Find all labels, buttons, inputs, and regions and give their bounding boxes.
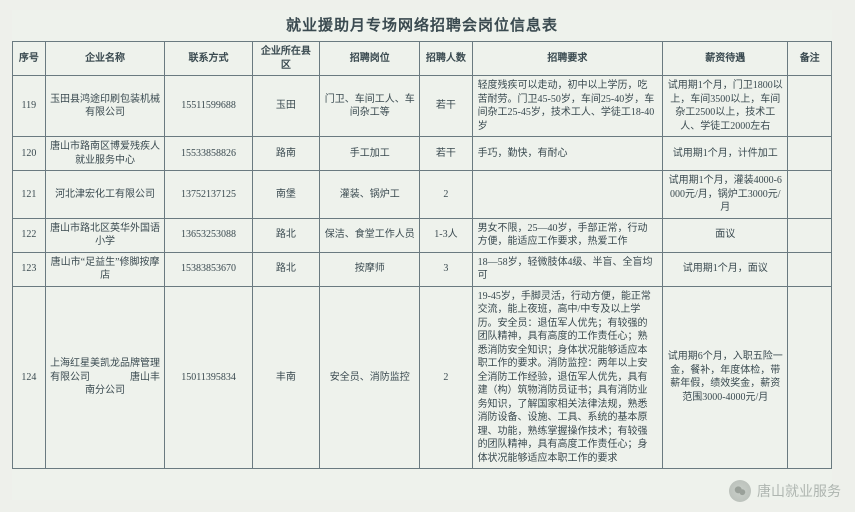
cell-req: 男女不限，25—40岁，手部正常，行动方便，能适应工作要求，热爱工作 — [472, 218, 663, 252]
cell-seq: 123 — [13, 252, 46, 286]
table-row: 124上海红星美凯龙品牌管理有限公司 唐山丰南分公司15011395834丰南安… — [13, 286, 832, 469]
col-area: 企业所在县区 — [252, 42, 320, 76]
cell-pos: 灌装、锅炉工 — [320, 171, 420, 219]
cell-note — [788, 171, 832, 219]
cell-tel: 15011395834 — [165, 286, 252, 469]
cell-name: 唐山市“足益生”修脚按摩店 — [45, 252, 165, 286]
job-table: 序号 企业名称 联系方式 企业所在县区 招聘岗位 招聘人数 招聘要求 薪资待遇 … — [12, 41, 832, 469]
cell-area: 南堡 — [252, 171, 320, 219]
cell-name: 玉田县鸿途印刷包装机械有限公司 — [45, 76, 165, 137]
cell-tel: 15511599688 — [165, 76, 252, 137]
col-name: 企业名称 — [45, 42, 165, 76]
cell-tel: 15533858826 — [165, 137, 252, 171]
table-row: 120唐山市路南区博爱残疾人就业服务中心15533858826路南手工加工若干手… — [13, 137, 832, 171]
cell-name: 上海红星美凯龙品牌管理有限公司 唐山丰南分公司 — [45, 286, 165, 469]
cell-name: 唐山市路北区英华外国语小学 — [45, 218, 165, 252]
cell-area: 路南 — [252, 137, 320, 171]
cell-cnt: 若干 — [420, 76, 472, 137]
watermark-text: 唐山就业服务 — [757, 481, 841, 501]
table-row: 119玉田县鸿途印刷包装机械有限公司15511599688玉田门卫、车间工人、车… — [13, 76, 832, 137]
cell-req — [472, 171, 663, 219]
cell-seq: 120 — [13, 137, 46, 171]
cell-seq: 122 — [13, 218, 46, 252]
table-row: 122唐山市路北区英华外国语小学13653253088路北保洁、食堂工作人员1-… — [13, 218, 832, 252]
cell-pos: 手工加工 — [320, 137, 420, 171]
cell-seq: 121 — [13, 171, 46, 219]
col-tel: 联系方式 — [165, 42, 252, 76]
cell-req: 18—58岁，轻微肢体4级、半盲、全盲均可 — [472, 252, 663, 286]
cell-pos: 保洁、食堂工作人员 — [320, 218, 420, 252]
cell-note — [788, 252, 832, 286]
cell-name: 河北津宏化工有限公司 — [45, 171, 165, 219]
col-sal: 薪资待遇 — [663, 42, 788, 76]
cell-req: 19-45岁，手脚灵活，行动方便，能正常交流，能上夜班，高中/中专及以上学历。安… — [472, 286, 663, 469]
col-pos: 招聘岗位 — [320, 42, 420, 76]
header-row: 序号 企业名称 联系方式 企业所在县区 招聘岗位 招聘人数 招聘要求 薪资待遇 … — [13, 42, 832, 76]
cell-pos: 门卫、车间工人、车间杂工等 — [320, 76, 420, 137]
cell-cnt: 2 — [420, 286, 472, 469]
cell-sal: 面议 — [663, 218, 788, 252]
col-note: 备注 — [788, 42, 832, 76]
cell-note — [788, 76, 832, 137]
cell-cnt: 2 — [420, 171, 472, 219]
watermark: 唐山就业服务 — [729, 480, 841, 502]
cell-pos: 按摩师 — [320, 252, 420, 286]
cell-area: 玉田 — [252, 76, 320, 137]
col-cnt: 招聘人数 — [420, 42, 472, 76]
wechat-icon — [729, 480, 751, 502]
cell-tel: 13653253088 — [165, 218, 252, 252]
table-row: 121河北津宏化工有限公司13752137125南堡灌装、锅炉工2 试用期1个月，… — [13, 171, 832, 219]
cell-area: 路北 — [252, 218, 320, 252]
cell-area: 路北 — [252, 252, 320, 286]
table-title: 就业援助月专场网络招聘会岗位信息表 — [12, 10, 832, 41]
cell-sal: 试用期6个月，入职五险一金，餐补，年度体检，带薪年假，绩效奖金，薪资范围3000… — [663, 286, 788, 469]
col-seq: 序号 — [13, 42, 46, 76]
cell-sal: 试用期1个月，计件加工 — [663, 137, 788, 171]
cell-sal: 试用期1个月，门卫1800以上，车间3500以上，车间杂工2500以上，技术工人… — [663, 76, 788, 137]
cell-sal: 试用期1个月，面议 — [663, 252, 788, 286]
cell-area: 丰南 — [252, 286, 320, 469]
cell-cnt: 3 — [420, 252, 472, 286]
cell-seq: 124 — [13, 286, 46, 469]
cell-pos: 安全员、消防监控 — [320, 286, 420, 469]
cell-seq: 119 — [13, 76, 46, 137]
cell-note — [788, 286, 832, 469]
table-row: 123唐山市“足益生”修脚按摩店15383853670路北按摩师318—58岁，… — [13, 252, 832, 286]
cell-cnt: 若干 — [420, 137, 472, 171]
job-table-sheet: 就业援助月专场网络招聘会岗位信息表 序号 企业名称 联系方式 企业所在县区 招聘… — [12, 10, 832, 500]
cell-note — [788, 218, 832, 252]
cell-tel: 13752137125 — [165, 171, 252, 219]
cell-name: 唐山市路南区博爱残疾人就业服务中心 — [45, 137, 165, 171]
col-req: 招聘要求 — [472, 42, 663, 76]
cell-req: 手巧，勤快，有耐心 — [472, 137, 663, 171]
cell-cnt: 1-3人 — [420, 218, 472, 252]
cell-note — [788, 137, 832, 171]
cell-tel: 15383853670 — [165, 252, 252, 286]
cell-req: 轻度残疾可以走动，初中以上学历，吃苦耐劳。门卫45-50岁，车间25-40岁，车… — [472, 76, 663, 137]
cell-sal: 试用期1个月，灌装4000-6000元/月，锅炉工3000元/月 — [663, 171, 788, 219]
